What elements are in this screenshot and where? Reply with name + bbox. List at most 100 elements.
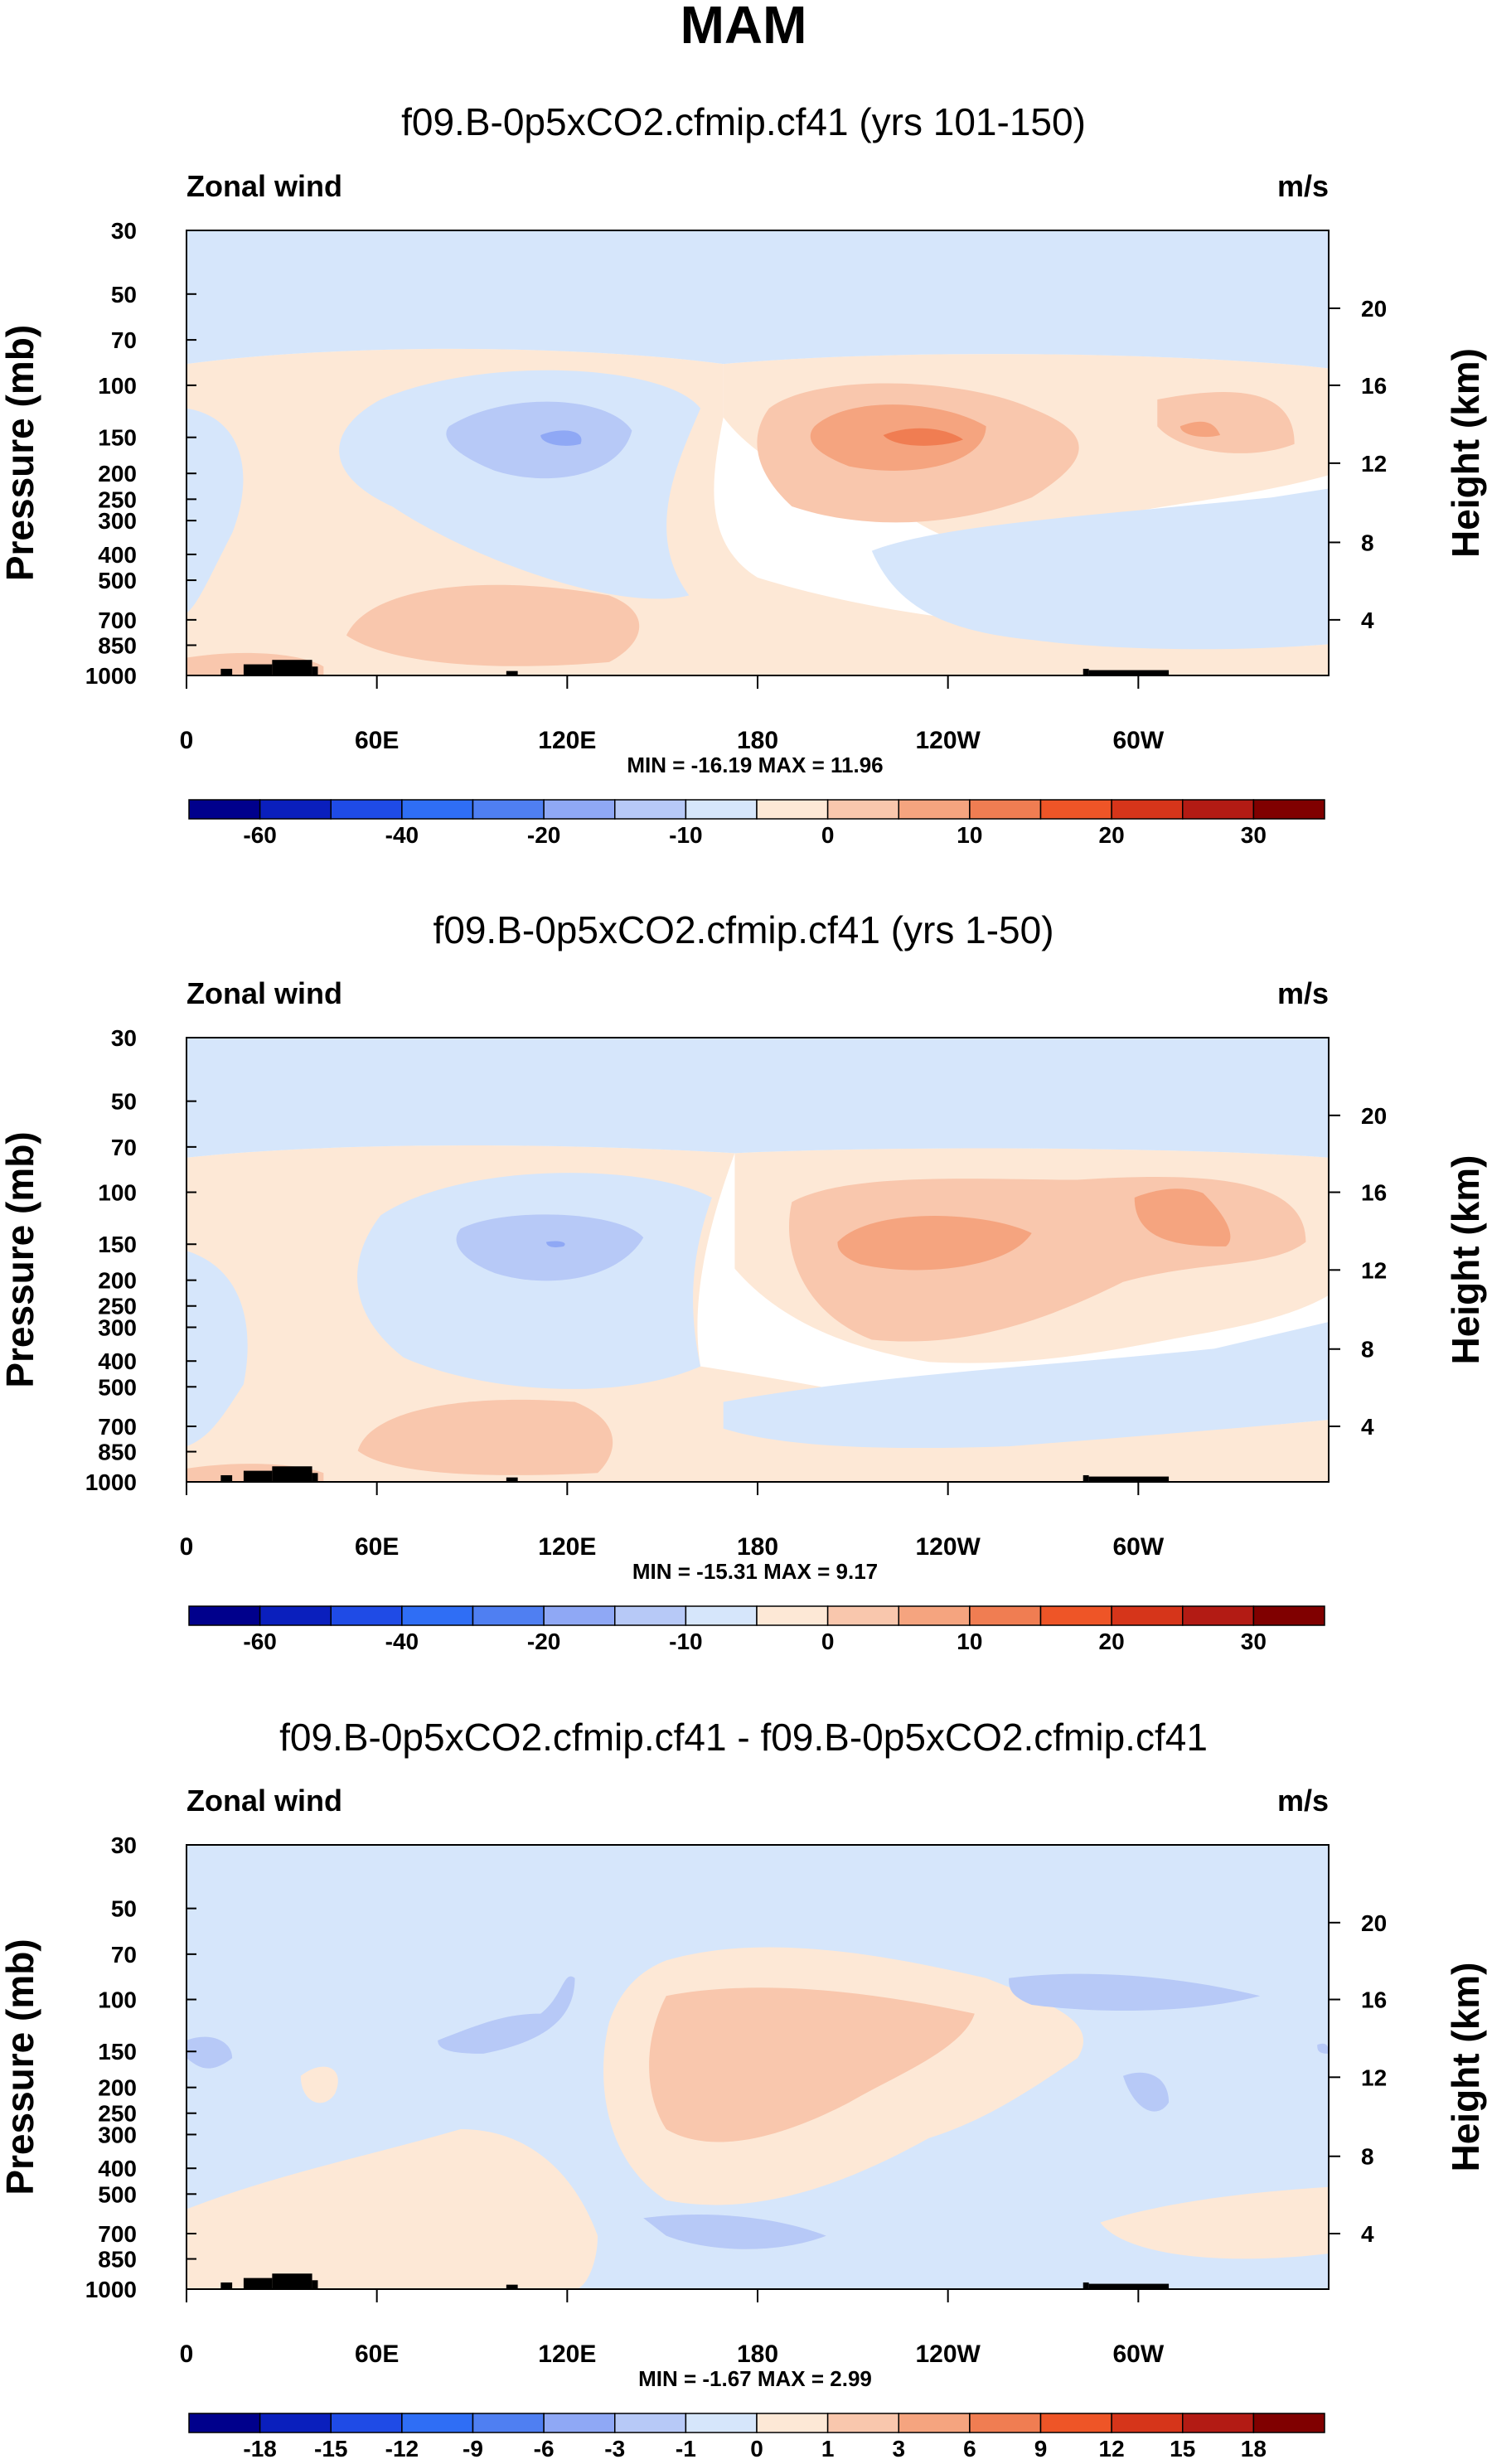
y2-tick-label: 4: [1361, 608, 1374, 633]
y-tick-label: 30: [111, 1832, 137, 1858]
y-tick-label: 50: [111, 1896, 137, 1922]
topography: [1083, 2282, 1089, 2289]
topography: [1083, 1474, 1089, 1482]
panel-3-field: [186, 1845, 1329, 2289]
contour-region: [643, 2215, 826, 2249]
colorbar-box: [401, 799, 474, 820]
colorbar-box: [401, 1605, 474, 1626]
figure-title: MAM: [681, 0, 807, 55]
y-tick-label: 1000: [85, 663, 137, 689]
x-tick-label: 120E: [538, 1533, 596, 1561]
contour-region: [1179, 421, 1221, 438]
y-tick-label: 850: [98, 2247, 137, 2273]
colorbar-box: [330, 799, 403, 820]
min-max-stats: MIN = -1.67 MAX = 2.99: [638, 2366, 872, 2391]
topography: [272, 660, 312, 675]
y-tick-label: 250: [98, 2101, 137, 2127]
colorbar-box: [1252, 2413, 1325, 2433]
x-tick-label: 60E: [355, 727, 399, 754]
colorbar-box: [969, 799, 1042, 820]
x-tick-label: 120E: [538, 727, 596, 754]
colorbar-label: -20: [527, 822, 560, 848]
topography: [243, 2278, 273, 2289]
colorbar-box: [188, 799, 261, 820]
colorbar-box: [1039, 1605, 1112, 1626]
colorbar-box: [1111, 2413, 1184, 2433]
colorbar-label: 30: [1241, 1629, 1267, 1654]
colorbar-label: 20: [1099, 822, 1125, 848]
y-tick-label: 200: [98, 2075, 137, 2101]
colorbar-box: [1182, 799, 1255, 820]
colorbar-label: 15: [1170, 2436, 1195, 2462]
y-tick-label: 150: [98, 2039, 137, 2065]
y2-tick-label: 16: [1361, 1180, 1387, 1206]
y-tick-label: 1000: [85, 2277, 137, 2302]
y-tick-label: 200: [98, 461, 137, 487]
colorbar-box: [685, 1605, 758, 1626]
x-tick-label: 0: [180, 2341, 194, 2368]
colorbar-box: [685, 799, 758, 820]
y-tick-label: 250: [98, 1294, 137, 1319]
y-tick-label: 30: [111, 218, 137, 244]
colorbar-label: 18: [1241, 2436, 1267, 2462]
y-tick-label: 50: [111, 282, 137, 307]
colorbar-label: 9: [1034, 2436, 1048, 2462]
colorbar-box: [969, 2413, 1042, 2433]
contour-region: [186, 2129, 598, 2289]
topography: [1088, 2283, 1170, 2289]
y-tick-label: 500: [98, 568, 137, 593]
contour-region: [540, 430, 582, 446]
topography: [220, 1474, 233, 1482]
colorbar-box: [188, 2413, 261, 2433]
contour-region: [1157, 391, 1295, 453]
y-tick-label: 300: [98, 2122, 137, 2147]
colorbar-label: 10: [957, 1629, 982, 1654]
contour-region: [357, 1399, 613, 1475]
colorbar-label: -9: [463, 2436, 483, 2462]
colorbar-box: [756, 1605, 829, 1626]
y2-axis-title: Height (km): [1444, 348, 1487, 558]
y-axis-title: Pressure (mb): [0, 1131, 41, 1387]
colorbar-label: -60: [243, 822, 276, 848]
contour-region: [1134, 1188, 1231, 1247]
contour-region: [186, 1251, 248, 1447]
topography: [220, 2282, 233, 2289]
contour-region: [1317, 2043, 1329, 2054]
x-tick-label: 60W: [1112, 727, 1164, 754]
colorbar-box: [898, 2413, 971, 2433]
y-tick-label: 150: [98, 1232, 137, 1257]
y2-tick-label: 16: [1361, 1987, 1387, 2013]
colorbar-label: -18: [243, 2436, 276, 2462]
colorbar-box: [1252, 799, 1325, 820]
contour-region: [186, 2036, 233, 2069]
colorbar-box: [614, 1605, 687, 1626]
topography: [506, 2284, 518, 2289]
y-tick-label: 400: [98, 1348, 137, 1374]
y-tick-label: 50: [111, 1089, 137, 1115]
y2-tick-label: 4: [1361, 1414, 1374, 1440]
x-tick-label: 120W: [915, 1533, 981, 1561]
y-axis-title: Pressure (mb): [0, 1939, 41, 2195]
colorbar-box: [826, 2413, 899, 2433]
panel-units-label: m/s: [1277, 976, 1329, 1010]
x-tick-label: 180: [737, 1533, 778, 1561]
y-tick-label: 200: [98, 1268, 137, 1294]
contour-region: [438, 1976, 575, 2054]
colorbar-label: 20: [1099, 1629, 1125, 1654]
y-tick-label: 850: [98, 632, 137, 658]
x-tick-label: 120W: [915, 727, 981, 754]
contour-region: [723, 1322, 1329, 1449]
x-tick-label: 120W: [915, 2341, 981, 2368]
colorbar-label: 6: [963, 2436, 976, 2462]
colorbar-box: [472, 2413, 545, 2433]
colorbar-box: [1039, 799, 1112, 820]
panel-units-label: m/s: [1277, 169, 1329, 203]
x-tick-label: 0: [180, 1533, 194, 1561]
topography: [312, 666, 318, 675]
colorbar-box: [330, 1605, 403, 1626]
contour-region: [1100, 2186, 1329, 2259]
y2-tick-label: 12: [1361, 2065, 1387, 2090]
colorbar-box: [472, 799, 545, 820]
panel-variable-label: Zonal wind: [186, 976, 342, 1010]
colorbar-label: -3: [604, 2436, 625, 2462]
